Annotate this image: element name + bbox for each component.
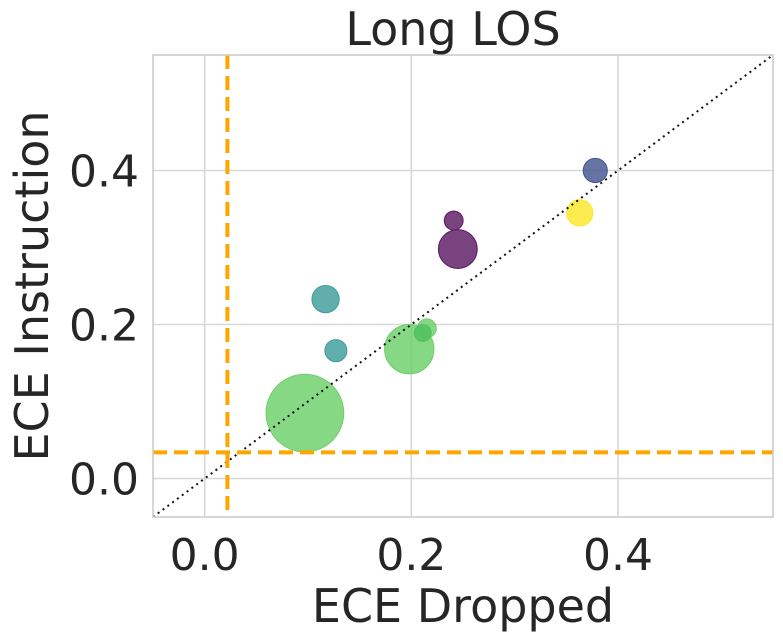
x-tick-label: 0.0 xyxy=(170,530,240,581)
scatter-point-9 xyxy=(566,199,594,227)
scatter-point-5 xyxy=(324,339,348,363)
x-tick-label: 0.2 xyxy=(376,530,446,581)
x-axis-label: ECE Dropped xyxy=(312,579,614,633)
x-tick-label: 0.4 xyxy=(583,530,653,581)
scatter-point-4 xyxy=(311,284,340,314)
y-tick-label: 0.4 xyxy=(69,147,139,198)
scatter-point-0 xyxy=(265,373,345,453)
plot-frame xyxy=(152,54,774,518)
scatter-point-3 xyxy=(413,324,432,342)
chart-title: Long LOS xyxy=(345,2,560,56)
scatter-point-7 xyxy=(443,210,464,231)
y-tick-label: 0.2 xyxy=(69,301,139,352)
plot-area xyxy=(153,55,773,517)
scatter-point-6 xyxy=(437,229,478,269)
diagonal-reference-line xyxy=(153,55,773,517)
y-tick-label: 0.0 xyxy=(69,455,139,506)
y-axis-label: ECE Instruction xyxy=(5,110,59,461)
scatter-point-8 xyxy=(582,157,608,184)
